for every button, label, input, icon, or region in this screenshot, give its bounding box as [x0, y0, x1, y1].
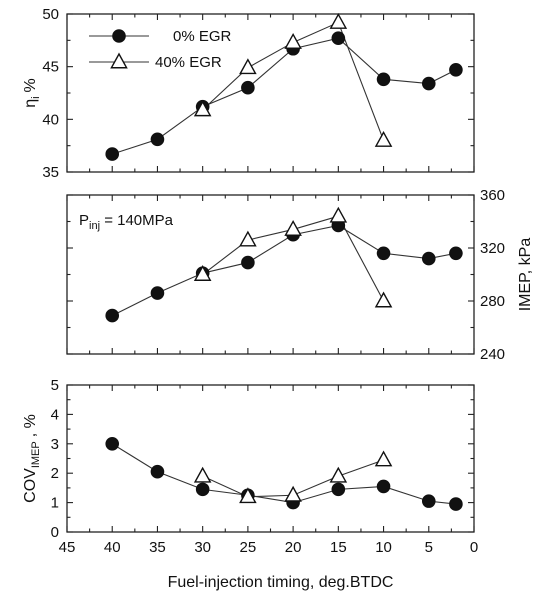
data-point-egr-40 — [374, 450, 393, 467]
x-tick-label: 10 — [375, 539, 392, 556]
data-point-egr-0 — [376, 72, 391, 87]
data-point-egr-40 — [239, 230, 257, 247]
panel-middle: 240 280 320 360 IMEP, kPa Pinj = 140MPa — [66, 187, 534, 363]
legend-marker-egr-40 — [110, 52, 128, 69]
y-axis-label-unit: , % — [22, 414, 39, 437]
y-tick-label: 1 — [51, 495, 59, 512]
y-tick-label: 5 — [51, 377, 59, 394]
y-tick-label: 320 — [480, 240, 505, 257]
x-tick-label: 25 — [240, 539, 257, 556]
legend-marker-egr-0 — [112, 29, 126, 43]
series-lines — [112, 21, 457, 155]
data-point-egr-0 — [449, 497, 463, 511]
x-tick-label: 15 — [330, 539, 347, 556]
data-point-egr-0 — [105, 147, 120, 161]
data-point-egr-0 — [105, 437, 120, 451]
x-tick-label: 20 — [285, 539, 302, 556]
series-line-egr-0 — [111, 224, 457, 317]
legend-label: 40% EGR — [155, 54, 222, 71]
data-point-egr-40 — [284, 32, 302, 49]
y-axis-label-main: η — [22, 99, 39, 108]
data-point-egr-0 — [331, 31, 346, 46]
legend: 0% EGR 40% EGR — [89, 28, 232, 71]
data-point-egr-0 — [449, 246, 463, 261]
y-axis-label-main: COV — [22, 468, 39, 503]
annotation-main: P — [79, 212, 89, 229]
y-axis-label-sub: i — [30, 96, 42, 98]
data-point-egr-40 — [329, 206, 348, 223]
series-markers — [105, 437, 463, 511]
series-markers — [105, 12, 463, 161]
data-point-egr-0 — [449, 63, 463, 77]
y-tick-label: 35 — [42, 164, 59, 181]
y-tick-label: 2 — [51, 465, 59, 482]
plot-frame — [66, 13, 475, 173]
y-tick-label: 40 — [42, 111, 59, 128]
data-point-egr-0 — [241, 255, 255, 270]
data-point-egr-40 — [239, 487, 257, 504]
annotation-value: = 140MPa — [100, 212, 174, 229]
x-tick-label: 30 — [194, 539, 211, 556]
y-axis-label: ηi% — [22, 78, 42, 108]
y-axis-label-sub: IMEP — [30, 441, 42, 468]
legend-label: 0% EGR — [173, 28, 232, 45]
x-tick-label: 35 — [149, 539, 166, 556]
data-point-egr-0 — [150, 464, 165, 479]
y-tick-label: 3 — [51, 436, 59, 453]
x-tick-label: 45 — [59, 539, 76, 556]
x-axis-label: Fuel-injection timing, deg.BTDC — [168, 574, 394, 591]
data-point-egr-40 — [193, 100, 212, 117]
x-tick-label: 5 — [425, 539, 433, 556]
data-point-egr-0 — [421, 251, 436, 266]
data-point-egr-0 — [421, 494, 436, 508]
plot-frame — [66, 384, 475, 533]
y-tick-label: 50 — [42, 6, 59, 23]
injection-pressure-annotation: Pinj = 140MPa — [79, 212, 174, 232]
data-point-egr-0 — [105, 308, 120, 323]
panel-top: 35 40 45 50 ηi% 0% EGR 40% EGR — [22, 6, 475, 181]
data-point-egr-0 — [376, 246, 391, 261]
y-axis-label-main: IMEP — [517, 273, 534, 311]
series-markers — [105, 206, 463, 323]
data-point-egr-40 — [239, 58, 257, 75]
data-point-egr-40 — [193, 265, 212, 281]
data-point-egr-40 — [329, 12, 348, 29]
data-point-egr-40 — [193, 466, 212, 483]
y-tick-label: 360 — [480, 187, 505, 204]
y-axis-label-unit: % — [22, 78, 39, 92]
data-point-egr-0 — [195, 482, 210, 497]
data-point-egr-40 — [284, 485, 302, 502]
y-axis-label-unit: , kPa — [517, 238, 534, 275]
data-point-egr-0 — [421, 76, 436, 91]
y-axis-label: COVIMEP , % — [22, 414, 42, 503]
data-point-egr-0 — [376, 479, 391, 494]
data-point-egr-0 — [331, 482, 346, 497]
data-point-egr-40 — [284, 220, 302, 236]
annotation-sub: inj — [89, 220, 100, 232]
x-tick-label: 40 — [104, 539, 121, 556]
y-tick-label: 240 — [480, 346, 505, 363]
y-tick-label: 0 — [51, 524, 59, 541]
y-tick-label: 4 — [51, 406, 59, 423]
data-point-egr-0 — [150, 286, 165, 300]
series-lines — [111, 215, 457, 317]
data-point-egr-0 — [241, 80, 255, 95]
data-point-egr-40 — [374, 130, 393, 147]
data-point-egr-40 — [374, 291, 393, 308]
y-tick-label: 45 — [42, 59, 59, 76]
y-axis-label: IMEP, kPa — [517, 238, 534, 312]
x-tick-label: 0 — [470, 539, 478, 556]
y-tick-label: 280 — [480, 293, 505, 310]
data-point-egr-0 — [150, 132, 165, 147]
data-point-egr-40 — [329, 466, 348, 483]
